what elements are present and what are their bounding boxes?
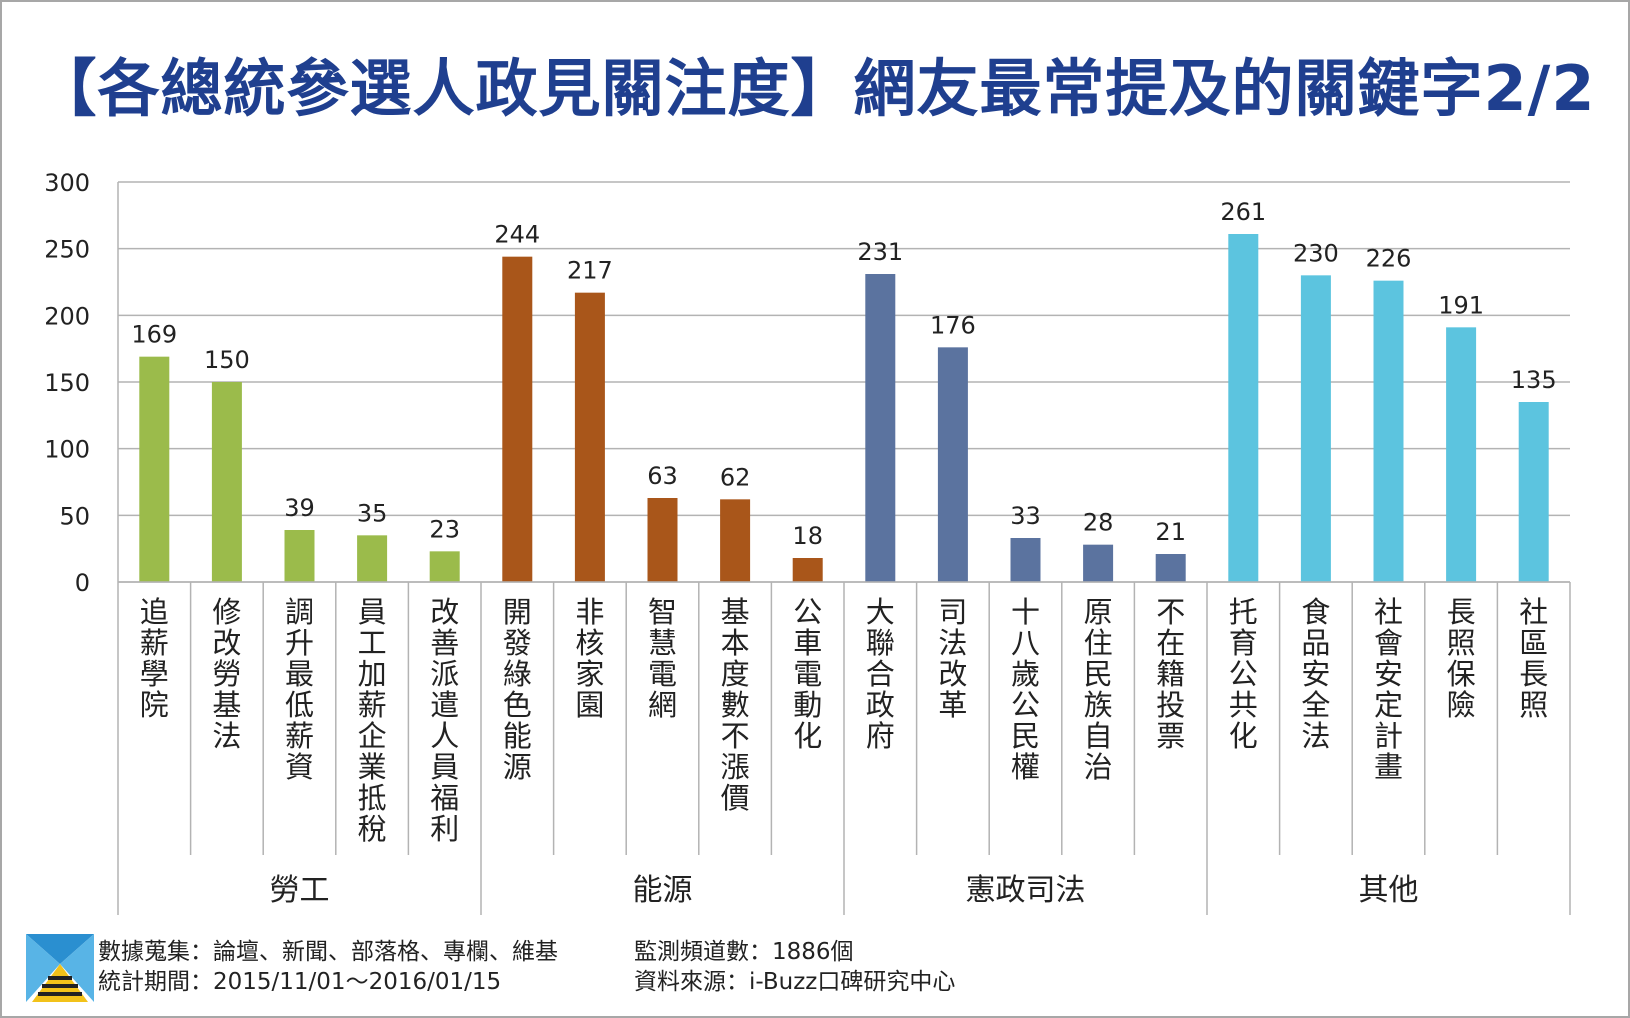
bar xyxy=(429,551,460,582)
x-tick-label: 調升最低薪資 xyxy=(285,595,314,784)
data-label: 28 xyxy=(1083,509,1114,537)
group-label: 憲政司法 xyxy=(966,873,1086,908)
bar xyxy=(1228,234,1259,582)
x-tick-label: 托育公共化 xyxy=(1229,595,1258,753)
ibuzz-logo-icon xyxy=(26,934,94,1002)
data-label: 63 xyxy=(647,462,678,490)
y-tick-label: 200 xyxy=(44,302,90,330)
y-tick-label: 300 xyxy=(44,169,90,197)
x-tick-label: 開發綠色能源 xyxy=(503,595,532,784)
bar xyxy=(502,256,533,582)
data-label: 62 xyxy=(720,463,751,491)
footer-period: 統計期間：2015/11/01～2016/01/15 xyxy=(98,969,502,995)
bar-chart: 0 50 100 150 200 250 300 169 追薪學院 150 修改勞基法 39 調升最低薪… xyxy=(44,169,1571,915)
footer-source: 資料來源：i-Buzz口碑研究中心 xyxy=(634,969,956,995)
bar xyxy=(720,499,751,582)
y-tick-label: 0 xyxy=(75,569,90,597)
data-label: 231 xyxy=(857,238,903,266)
y-tick-label: 50 xyxy=(59,502,90,530)
bar xyxy=(1010,538,1041,582)
group-label: 能源 xyxy=(633,873,693,908)
x-tick-label: 司法改革 xyxy=(938,595,967,722)
data-label: 33 xyxy=(1010,502,1041,530)
bar xyxy=(647,498,678,582)
footer-data-sources: 數據蒐集：論壇、新聞、部落格、專欄、維基 xyxy=(98,939,558,965)
bar xyxy=(1083,544,1114,582)
data-label: 244 xyxy=(494,221,540,249)
x-tick-label: 非核家園 xyxy=(575,595,604,722)
bar xyxy=(1300,275,1331,582)
bar xyxy=(1155,554,1186,582)
x-tick-label: 公車電動化 xyxy=(793,595,822,753)
data-label: 150 xyxy=(204,346,250,374)
bar xyxy=(1373,280,1404,582)
y-tick-label: 150 xyxy=(44,369,90,397)
data-label: 135 xyxy=(1511,366,1557,394)
data-label: 176 xyxy=(930,311,976,339)
footer-channel-count: 監測頻道數：1886個 xyxy=(634,939,854,965)
x-tick-label: 十八歲公民權 xyxy=(1011,595,1040,784)
data-label: 191 xyxy=(1438,291,1484,319)
data-label: 39 xyxy=(284,494,315,522)
bar xyxy=(792,558,823,582)
x-tick-label: 修改勞基法 xyxy=(212,595,241,753)
group-label: 其他 xyxy=(1359,873,1419,908)
page-title: 【各總統參選人政見關注度】網友最常提及的關鍵字2/2 xyxy=(34,52,1596,125)
x-tick-label: 員工加薪企業抵稅 xyxy=(358,595,387,846)
x-tick-label: 社區長照 xyxy=(1519,595,1548,722)
bar xyxy=(211,382,242,582)
group-label: 勞工 xyxy=(270,873,330,908)
x-tick-label: 食品安全法 xyxy=(1301,595,1330,753)
data-label: 217 xyxy=(567,257,613,285)
data-label: 35 xyxy=(357,499,388,527)
bar xyxy=(357,535,388,582)
bar xyxy=(1446,327,1477,582)
data-label: 18 xyxy=(792,522,823,550)
y-tick-label: 100 xyxy=(44,436,90,464)
x-tick-label: 不在籍投票 xyxy=(1156,595,1185,753)
x-tick-label: 原住民族自治 xyxy=(1084,595,1113,784)
data-label: 23 xyxy=(429,515,460,543)
bar xyxy=(284,530,315,582)
data-label: 226 xyxy=(1366,245,1412,273)
footer: 數據蒐集：論壇、新聞、部落格、專欄、維基 統計期間：2015/11/01～201… xyxy=(0,930,1630,1010)
y-tick-label: 250 xyxy=(44,236,90,264)
x-tick-label: 基本度數不漲價 xyxy=(721,595,750,815)
bar xyxy=(574,292,605,582)
data-label: 261 xyxy=(1220,198,1266,226)
x-tick-label: 改善派遣人員福利 xyxy=(430,595,459,846)
x-tick-label: 智慧電網 xyxy=(648,595,677,722)
data-label: 230 xyxy=(1293,239,1339,267)
x-tick-label: 社會安定計畫 xyxy=(1374,595,1403,784)
bar xyxy=(139,356,170,582)
data-label: 169 xyxy=(131,321,177,349)
bar xyxy=(865,274,896,582)
x-tick-label: 長照保險 xyxy=(1447,595,1476,722)
bar xyxy=(1518,402,1549,582)
x-tick-label: 大聯合政府 xyxy=(866,595,895,753)
bar xyxy=(937,347,968,582)
x-tick-label: 追薪學院 xyxy=(140,595,169,722)
data-label: 21 xyxy=(1155,518,1186,546)
